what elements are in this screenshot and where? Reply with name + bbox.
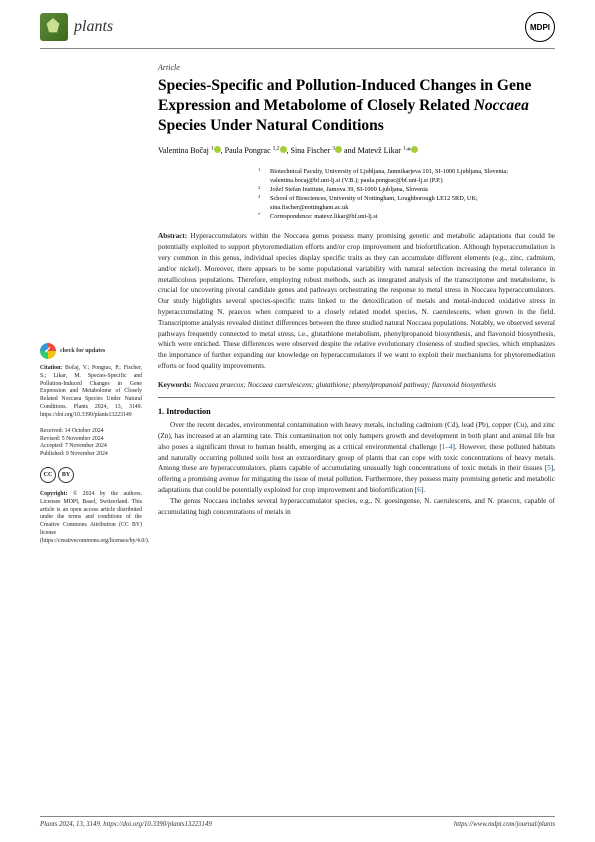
- affiliation-row: 2Jožef Stefan Institute, Jamova 39, SI-1…: [258, 185, 555, 194]
- mdpi-logo: MDPI: [525, 12, 555, 42]
- journal-header: plants MDPI: [0, 0, 595, 48]
- footer-right: https://www.mdpi.com/journal/plants: [454, 821, 555, 828]
- cc-icon: CC: [40, 467, 56, 483]
- body-paragraph: The genus Noccaea includes several hyper…: [158, 496, 555, 518]
- sidebar: check for updates Citation: Bočaj, V.; P…: [40, 63, 142, 554]
- copyright-block: Copyright: © 2024 by the authors. Licens…: [40, 491, 142, 546]
- intro-body: Over the recent decades, environmental c…: [158, 420, 555, 517]
- check-updates-icon: [40, 343, 56, 359]
- check-updates-label: check for updates: [60, 348, 105, 355]
- main-content: Article Species-Specific and Pollution-I…: [158, 63, 555, 554]
- citation-block: Citation: Bočaj, V.; Pongrac, P.; Fische…: [40, 365, 142, 420]
- abstract: Abstract: Hyperaccumulators within the N…: [158, 231, 555, 371]
- article-type: Article: [158, 63, 555, 72]
- keywords: Keywords: Noccaea praecox; Noccaea caeru…: [158, 380, 555, 391]
- affiliation-row: *Correspondence: matevz.likar@bf.uni-lj.…: [258, 212, 555, 221]
- author-list: Valentina Bočaj 1, Paula Pongrac 1,2, Si…: [158, 145, 555, 156]
- section-rule: [158, 397, 555, 398]
- body-paragraph: Over the recent decades, environmental c…: [158, 420, 555, 496]
- cc-license-badge: CC BY: [40, 467, 142, 483]
- dates-block: Received: 14 October 2024 Revised: 5 Nov…: [40, 428, 142, 459]
- plants-icon: [40, 13, 68, 41]
- intro-heading: 1. Introduction: [158, 407, 555, 416]
- check-for-updates[interactable]: check for updates: [40, 343, 142, 359]
- journal-name: plants: [74, 18, 113, 36]
- page-footer: Plants 2024, 13, 3149. https://doi.org/1…: [40, 816, 555, 828]
- affiliation-row: 1Biotechnical Faculty, University of Lju…: [258, 167, 555, 185]
- by-icon: BY: [58, 467, 74, 483]
- journal-logo: plants: [40, 13, 113, 41]
- article-title: Species-Specific and Pollution-Induced C…: [158, 76, 555, 135]
- affiliation-row: 3School of Biosciences, University of No…: [258, 194, 555, 212]
- affiliations: 1Biotechnical Faculty, University of Lju…: [258, 167, 555, 222]
- footer-left: Plants 2024, 13, 3149. https://doi.org/1…: [40, 821, 212, 828]
